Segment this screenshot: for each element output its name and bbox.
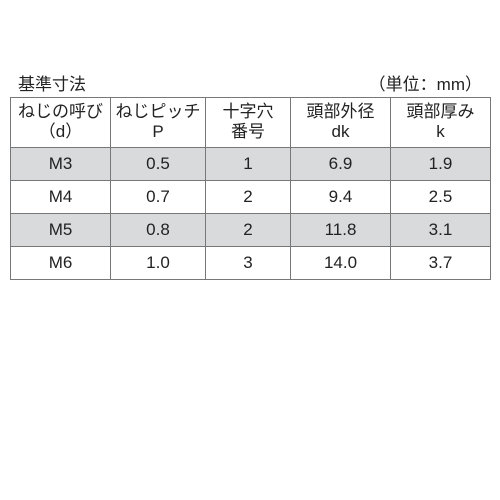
table-row: M3 0.5 1 6.9 1.9 (11, 147, 491, 180)
col-d-line2: （d） (13, 122, 108, 142)
cell-dk: 11.8 (291, 213, 391, 246)
cell-d: M3 (11, 147, 111, 180)
header-row: ねじの呼び （d） ねじピッチ P 十字穴 番号 頭部外径 dk 頭部厚み (11, 98, 491, 148)
cell-dk: 6.9 (291, 147, 391, 180)
cell-p: 0.8 (111, 213, 206, 246)
cell-d: M6 (11, 246, 111, 279)
col-k-line1: 頭部厚み (393, 102, 488, 122)
cell-k: 3.7 (391, 246, 491, 279)
cell-dk: 9.4 (291, 180, 391, 213)
cell-p: 1.0 (111, 246, 206, 279)
col-p-line2: P (113, 122, 203, 142)
col-n: 十字穴 番号 (206, 98, 291, 148)
cell-n: 1 (206, 147, 291, 180)
table-row: M4 0.7 2 9.4 2.5 (11, 180, 491, 213)
table-row: M5 0.8 2 11.8 3.1 (11, 213, 491, 246)
col-d-line1: ねじの呼び (13, 102, 108, 122)
table-row: M6 1.0 3 14.0 3.7 (11, 246, 491, 279)
col-n-line1: 十字穴 (208, 102, 288, 122)
cell-k: 3.1 (391, 213, 491, 246)
cell-n: 2 (206, 213, 291, 246)
cell-d: M5 (11, 213, 111, 246)
col-k-line2: k (393, 122, 488, 142)
caption-right: （単位：mm） (369, 70, 482, 95)
col-p-line1: ねじピッチ (113, 102, 203, 122)
cell-p: 0.7 (111, 180, 206, 213)
col-dk: 頭部外径 dk (291, 98, 391, 148)
cell-k: 2.5 (391, 180, 491, 213)
spec-table: ねじの呼び （d） ねじピッチ P 十字穴 番号 頭部外径 dk 頭部厚み (10, 97, 491, 280)
caption-left: 基準寸法 (18, 70, 86, 95)
caption-row: 基準寸法 （単位：mm） (0, 70, 500, 97)
cell-n: 2 (206, 180, 291, 213)
col-dk-line2: dk (293, 122, 388, 142)
cell-n: 3 (206, 246, 291, 279)
cell-k: 1.9 (391, 147, 491, 180)
col-p: ねじピッチ P (111, 98, 206, 148)
spec-table-block: 基準寸法 （単位：mm） ねじの呼び （d） ねじピッチ P 十字穴 番号 (0, 70, 500, 280)
col-k: 頭部厚み k (391, 98, 491, 148)
cell-dk: 14.0 (291, 246, 391, 279)
cell-d: M4 (11, 180, 111, 213)
cell-p: 0.5 (111, 147, 206, 180)
col-dk-line1: 頭部外径 (293, 102, 388, 122)
col-d: ねじの呼び （d） (11, 98, 111, 148)
col-n-line2: 番号 (208, 122, 288, 142)
